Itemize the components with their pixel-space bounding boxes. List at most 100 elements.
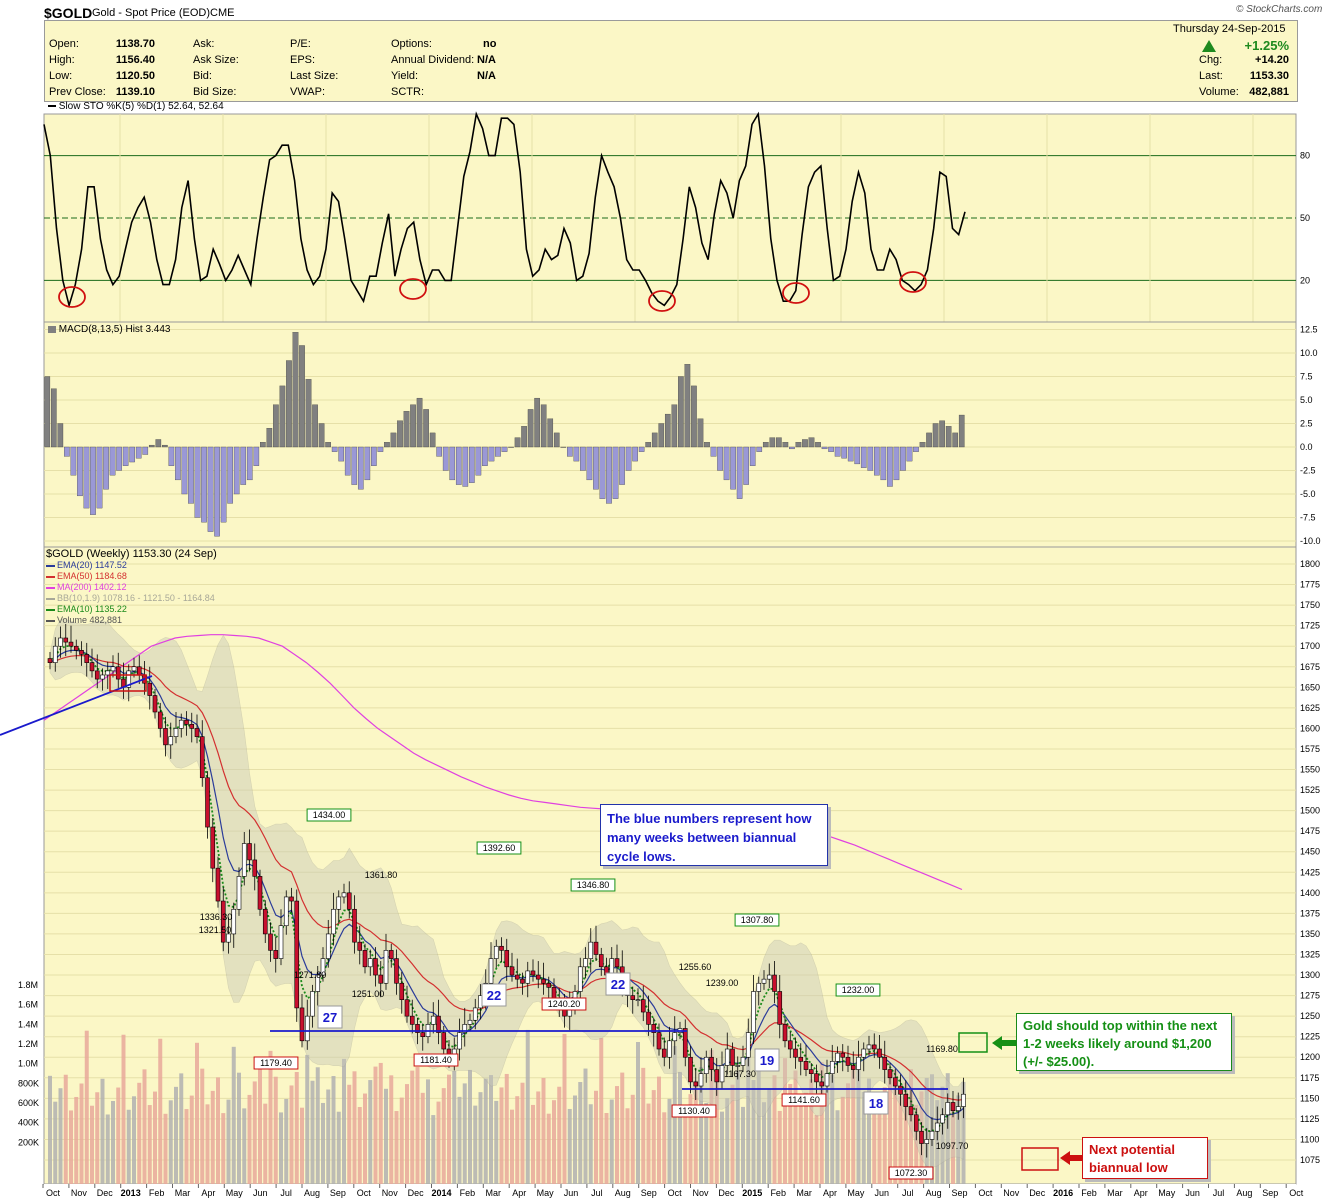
legend-swatch [46,564,55,567]
candle-body [168,736,174,746]
volume-bar [583,1068,588,1184]
price-label: 1251.00 [352,989,385,999]
volume-bar [578,1082,583,1184]
macd-bar [762,442,769,448]
target-box [958,1032,988,1053]
candle-body [504,950,510,968]
x-tick-label: Sep [1262,1188,1278,1198]
price-tick-label: 1275 [1300,991,1320,1001]
x-tick-label: Aug [615,1188,631,1198]
candle-body [462,1024,468,1033]
volume-bar [399,1097,404,1184]
x-tick-label: Mar [175,1188,191,1198]
macd-bar [175,446,181,481]
volume-bar [541,1077,546,1184]
macd-bar [475,446,482,476]
macd-bar [292,332,299,448]
volume-bar [184,1109,189,1184]
price-tick-label: 1075 [1300,1155,1320,1165]
candle-body [157,711,163,729]
candle-body [913,1114,919,1132]
x-tick-label: Aug [304,1188,320,1198]
volume-bar [735,1071,740,1184]
volume-bar [835,1110,840,1184]
price-tick-label: 1400 [1300,888,1320,898]
candle-body [262,908,268,935]
price-label-box [888,1166,934,1180]
candle-body [614,958,620,968]
macd-bar [671,404,678,448]
volume-bar [331,1076,336,1184]
candle-body [530,970,536,976]
candle-body [394,958,399,984]
cycle-count-label: 22 [611,977,625,992]
x-tick-label: Jun [1185,1188,1200,1198]
volume-bar [58,1088,63,1184]
legend-item: EMA(50) 1184.68 [46,571,215,582]
candle-body [640,999,646,1013]
volume-bar [657,1076,661,1184]
x-tick-label: 2014 [431,1188,451,1198]
volume-bar [321,1102,325,1184]
volume-bar [168,1100,173,1184]
candle-body [861,1048,867,1058]
candle-body [693,1081,699,1087]
candle-body [651,1024,657,1033]
macd-bar [932,423,939,448]
x-tick-label: Feb [149,1188,165,1198]
candle-body [541,978,546,984]
volume-bar [930,1074,934,1184]
macd-bar [77,446,83,497]
macd-panel: 12.5 10.0 7.5 5.0 2.5 0.0 -2.5 -5.0 -7.5 -10.0 [43,321,1321,548]
legend-label: Volume 482,881 [57,615,123,625]
macd-bar [377,446,384,452]
volume-bar [830,1074,835,1184]
volume-bar [867,1078,871,1184]
x-tick-label: Jul [591,1188,603,1198]
volume-bar [494,1100,499,1184]
volume-bar [909,1069,913,1184]
candle-body [892,1077,898,1087]
yield-value: N/A [477,70,496,82]
price-tick-label: 1725 [1300,621,1320,631]
top-forecast-note: Gold should top within the next 1-2 week… [1016,1013,1232,1071]
macd-bar [260,442,266,448]
macd-tick-label: 5.0 [1300,395,1313,405]
macd-tick-label: 10.0 [1300,348,1318,358]
volume-bar [478,1092,483,1184]
next-low-note: Next potential biannual low [1082,1137,1208,1179]
volume-bar [594,1090,598,1184]
price-label: 1361.80 [365,870,398,880]
price-tick-label: 1525 [1300,785,1320,795]
candle-body [588,941,594,959]
macd-bar [351,446,358,485]
candle-body [562,1007,567,1017]
macd-bar [802,439,808,448]
candle-body [714,1069,720,1083]
x-tick-label: May [537,1188,555,1198]
candle-body [373,958,378,976]
volume-bar [819,1062,824,1184]
macd-bar [338,446,345,462]
cycle-count-box [754,1048,780,1072]
candle-body [362,950,368,968]
price-label: 1181.40 [420,1055,452,1065]
candle-body [635,999,641,1001]
change-percent: +1.25% [1244,38,1289,53]
price-tick-label: 1200 [1300,1052,1320,1062]
macd-bar [527,409,534,448]
volume-bar [363,1093,367,1184]
volume-bar [851,1069,856,1184]
price-tick-label: 1475 [1300,826,1320,836]
price-label-box [541,997,587,1011]
x-tick-label: Dec [718,1188,735,1198]
candle-body [215,867,221,902]
macd-tick-label: -7.5 [1300,513,1316,523]
candle-body [346,892,352,910]
volume-bar [142,1069,147,1184]
candle-body [745,1032,751,1058]
price-label: 1346.80 [577,880,610,890]
open-label: Open: [49,38,79,50]
macd-bar [874,446,880,476]
price-label: 1271.80 [294,970,327,980]
